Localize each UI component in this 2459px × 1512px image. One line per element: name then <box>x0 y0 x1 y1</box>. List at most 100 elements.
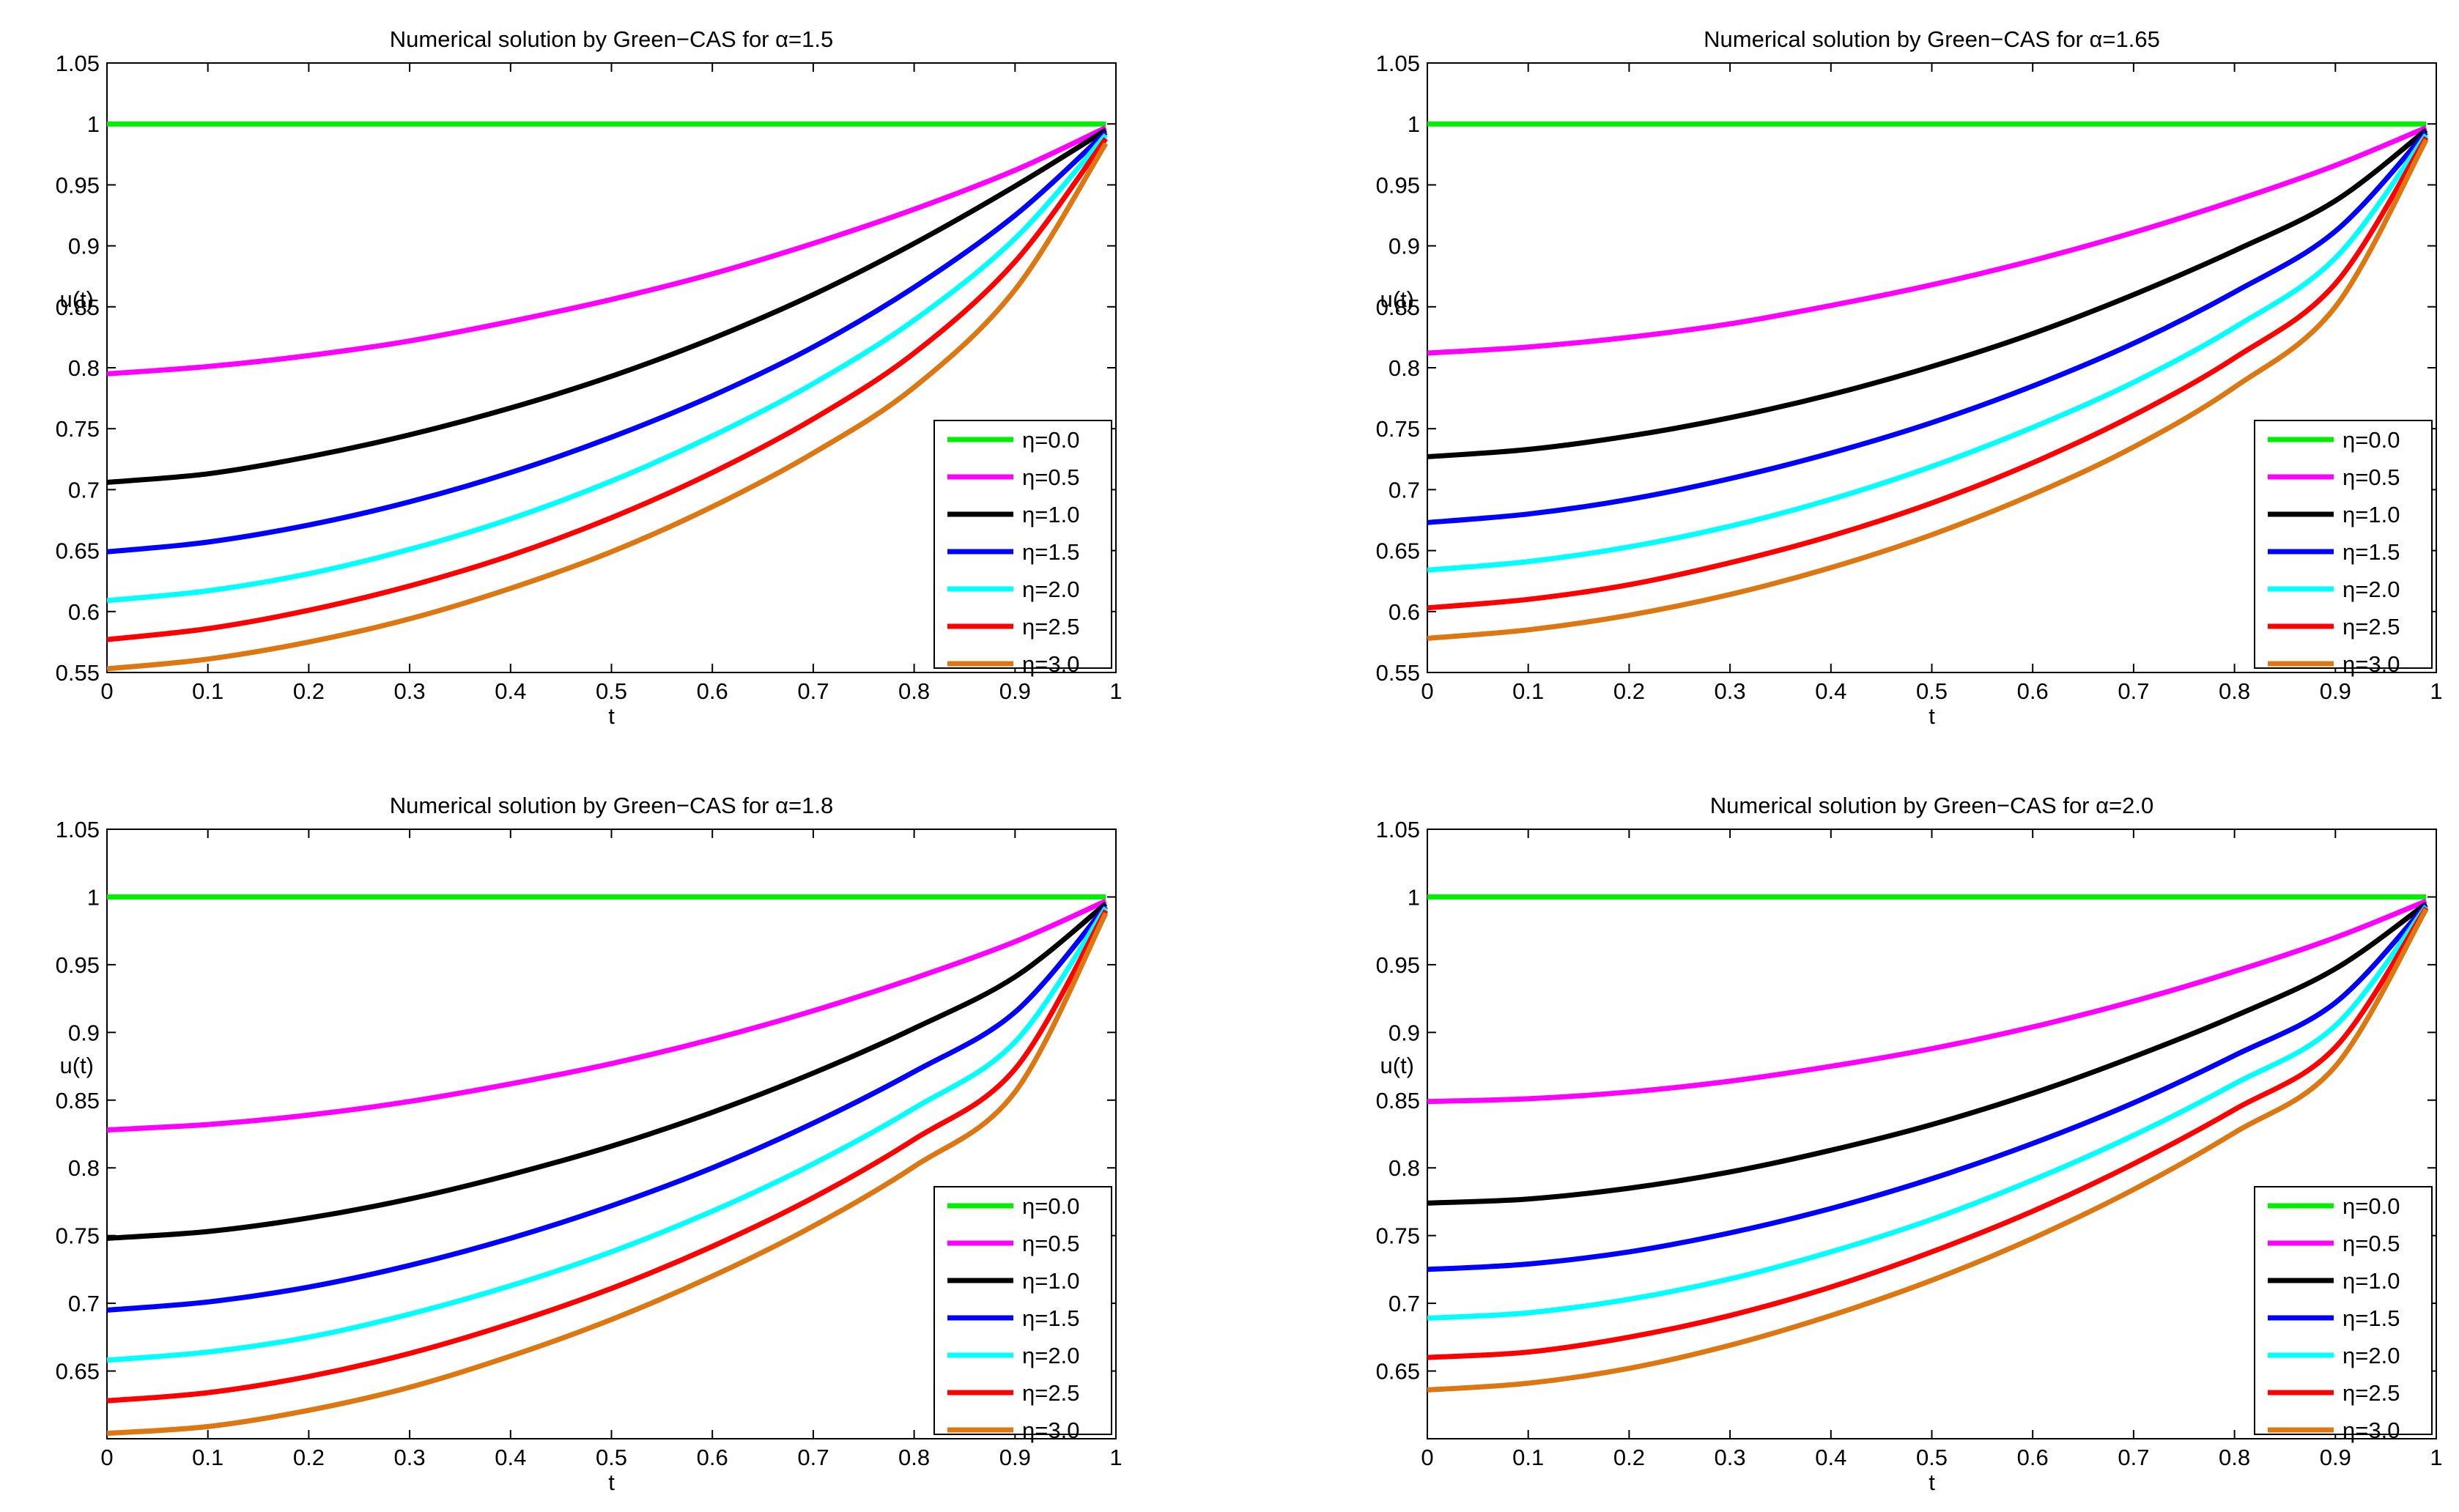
x-tick-label: 1 <box>2430 1445 2442 1470</box>
y-tick-label: 0.65 <box>56 1359 100 1385</box>
x-axis-label: t <box>608 1470 615 1495</box>
y-tick-label: 0.85 <box>56 294 100 320</box>
legend-label: η=3.0 <box>1022 1418 1079 1443</box>
series-line-5 <box>1427 133 2429 573</box>
x-tick-label: 0 <box>1421 1445 1433 1470</box>
x-tick-label: 0.4 <box>495 1445 526 1470</box>
series-line-6 <box>1427 136 2429 611</box>
x-tick-label: 0.8 <box>2219 1445 2250 1470</box>
x-tick-label: 0.7 <box>2118 1445 2149 1470</box>
series-line-4 <box>106 905 1108 1313</box>
legend-label: η=2.5 <box>2342 614 2400 640</box>
legend: η=0.0 η=0.5 η=1.0 η=1.5 η=2.0 η=2.5 η=3.0 <box>933 1186 1112 1443</box>
x-axis-label: t <box>608 703 615 729</box>
chart-title: Numerical solution by Green−CAS for α=2.… <box>1710 793 2153 818</box>
x-tick-label: 1 <box>2430 678 2442 704</box>
x-tick-label: 0.1 <box>192 1445 223 1470</box>
x-tick-label: 0.1 <box>1512 678 1544 704</box>
x-tick-label: 0.9 <box>999 678 1031 704</box>
series-line-7 <box>1427 138 2429 641</box>
x-tick-label: 0.2 <box>293 1445 325 1470</box>
x-tick-label: 0.7 <box>797 678 829 704</box>
legend-label: η=1.0 <box>1022 1268 1079 1294</box>
y-tick-label: 0.8 <box>1388 355 1420 381</box>
legend-label: η=0.0 <box>2342 427 2400 453</box>
y-axis-label: u(t) <box>1380 1053 1415 1078</box>
y-tick-label: 0.65 <box>56 538 100 564</box>
x-tick-label: 0 <box>100 1445 113 1470</box>
y-tick-label: 1.05 <box>1376 817 1420 842</box>
y-tick-label: 0.7 <box>1388 477 1420 503</box>
y-tick-label: 0.6 <box>68 599 100 625</box>
y-tick-label: 0.75 <box>56 416 100 442</box>
legend-label: η=2.5 <box>2342 1380 2400 1406</box>
x-tick-label: 0.3 <box>1715 1445 1746 1470</box>
x-tick-label: 1 <box>1109 1445 1122 1470</box>
legend-label: η=0.5 <box>2342 1231 2400 1256</box>
y-tick-label: 0.95 <box>56 172 100 198</box>
legend-label: η=2.0 <box>1022 577 1079 602</box>
y-tick-label: 0.7 <box>68 1291 100 1316</box>
legend-label: η=1.0 <box>1022 502 1079 527</box>
x-tick-label: 0.5 <box>596 678 627 704</box>
series-line-5 <box>106 133 1108 604</box>
y-tick-label: 0.75 <box>56 1223 100 1249</box>
series-line-5 <box>106 906 1109 1363</box>
series-line-7 <box>1427 908 2429 1393</box>
x-tick-label: 0.4 <box>1815 1445 1846 1470</box>
chart-title: Numerical solution by Green−CAS for α=1.… <box>390 793 833 818</box>
legend-label: η=3.0 <box>2342 1418 2400 1443</box>
y-tick-label: 0.9 <box>1388 1020 1420 1045</box>
y-tick-label: 1 <box>1408 884 1420 910</box>
y-tick-label: 0.65 <box>1376 1359 1420 1385</box>
y-tick-label: 0.8 <box>68 1155 100 1181</box>
series-line-6 <box>106 909 1109 1404</box>
y-tick-label: 0.6 <box>1388 599 1420 625</box>
y-axis-label: u(t) <box>60 286 95 312</box>
chart-title: Numerical solution by Green−CAS for α=1.… <box>390 26 833 52</box>
x-tick-label: 0.1 <box>1512 1445 1544 1470</box>
y-tick-label: 0.65 <box>1376 538 1420 564</box>
y-tick-label: 0.8 <box>68 355 100 381</box>
x-tick-label: 0.6 <box>2017 1445 2049 1470</box>
chart-panel-1: 0 0.1 0.2 0.3 0.4 0.5 0.6 0.7 0.8 0.9 1 0.55 0.6 0.65… <box>56 26 1123 729</box>
x-tick-label: 0.8 <box>2219 678 2250 704</box>
x-tick-label: 0 <box>100 678 113 704</box>
x-tick-label: 0.6 <box>697 678 728 704</box>
x-tick-label: 0.8 <box>898 678 930 704</box>
y-axis-label: u(t) <box>1380 286 1415 312</box>
legend-label: η=0.5 <box>1022 464 1079 490</box>
legend-label: η=0.0 <box>2342 1193 2400 1219</box>
series-line-3 <box>106 127 1108 485</box>
x-tick-label: 0.3 <box>1715 678 1746 704</box>
x-tick-label: 0.4 <box>1815 678 1846 704</box>
legend-label: η=1.5 <box>1022 1305 1079 1331</box>
x-tick-label: 1 <box>1109 678 1122 704</box>
x-tick-label: 0.3 <box>394 1445 426 1470</box>
y-tick-label: 0.85 <box>56 1088 100 1113</box>
x-tick-label: 0.2 <box>1613 678 1645 704</box>
legend-label: η=2.0 <box>2342 577 2400 602</box>
y-tick-label: 0.8 <box>1388 1155 1420 1181</box>
x-tick-label: 0.5 <box>1916 678 1948 704</box>
series-line-3 <box>106 901 1108 1241</box>
series-line-7 <box>106 141 1109 672</box>
x-tick-label: 0.5 <box>596 1445 627 1470</box>
series-line-7 <box>106 912 1109 1437</box>
y-tick-label: 1.05 <box>56 51 100 76</box>
series-line-3 <box>1427 127 2428 459</box>
x-tick-label: 0.2 <box>293 678 325 704</box>
x-tick-label: 0.2 <box>1613 1445 1645 1470</box>
legend-label: η=2.0 <box>2342 1343 2400 1368</box>
series-line-4 <box>106 130 1108 555</box>
legend-label: η=0.0 <box>1022 427 1079 453</box>
y-tick-label: 0.85 <box>1376 1088 1420 1113</box>
legend: η=0.0 η=0.5 η=1.0 η=1.5 η=2.0 η=2.5 η=3.0 <box>2254 420 2433 677</box>
legend: η=0.0 η=0.5 η=1.0 η=1.5 η=2.0 η=2.5 η=3.0 <box>2254 1186 2433 1443</box>
y-tick-label: 0.9 <box>68 234 100 259</box>
y-axis-label: u(t) <box>60 1053 95 1078</box>
chart-title: Numerical solution by Green−CAS for α=1.… <box>1704 26 2160 52</box>
chart-panel-3: 0 0.1 0.2 0.3 0.4 0.5 0.6 0.7 0.8 0.9 1 0.65 0.7 0.75… <box>56 793 1123 1495</box>
series-line-6 <box>1427 906 2429 1360</box>
legend-label: η=2.5 <box>1022 614 1079 640</box>
